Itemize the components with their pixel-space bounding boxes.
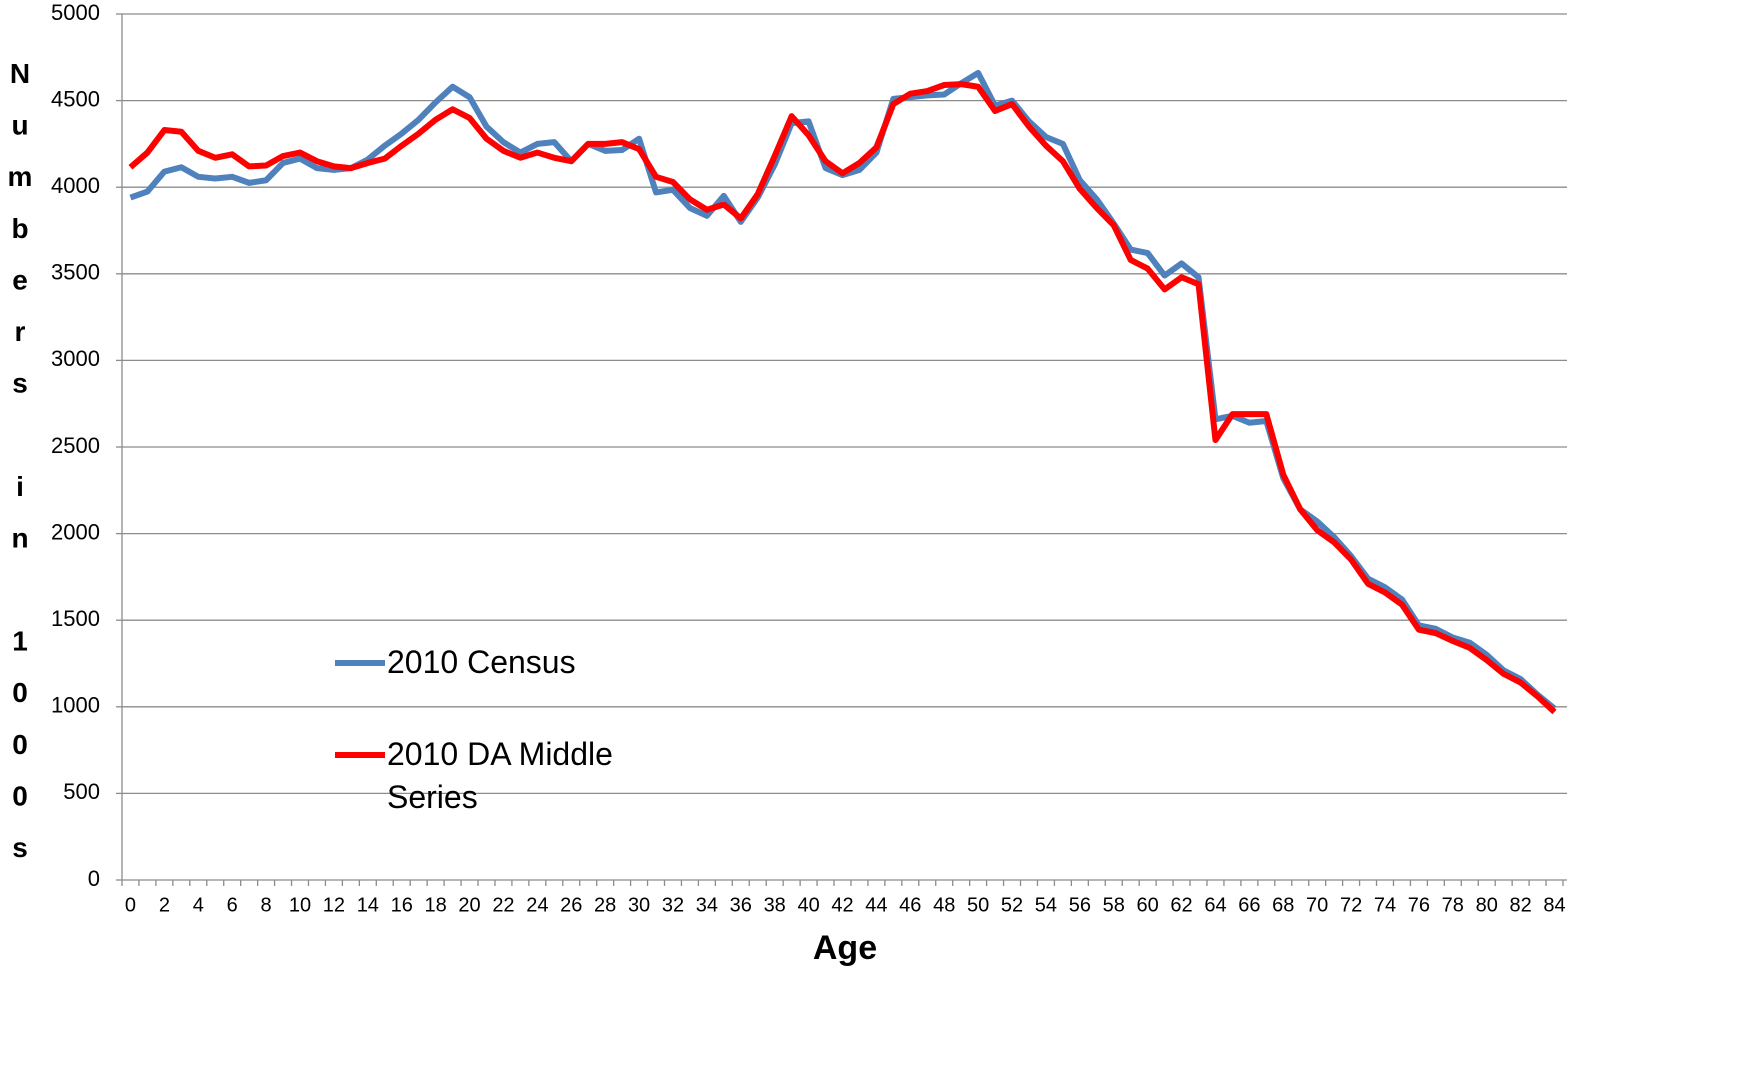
x-tick-label: 18 <box>425 894 447 916</box>
x-tick-label: 84 <box>1543 894 1565 916</box>
y-tick-label: 1000 <box>51 693 100 718</box>
x-tick-label: 28 <box>594 894 616 916</box>
y-axis-title: Numbers in 1000s <box>5 58 36 884</box>
x-tick-label: 0 <box>125 894 136 916</box>
x-tick-label: 10 <box>289 894 311 916</box>
y-tick-label: 3500 <box>51 260 100 285</box>
x-tick-label: 78 <box>1442 894 1464 916</box>
y-tick-label: 4000 <box>51 173 100 198</box>
x-tick-label: 56 <box>1069 894 1091 916</box>
x-tick-label: 68 <box>1272 894 1294 916</box>
x-tick-label: 8 <box>261 894 272 916</box>
x-tick-label: 46 <box>899 894 921 916</box>
x-tick-label: 42 <box>831 894 853 916</box>
x-axis-title: Age <box>813 929 877 967</box>
x-tick-label: 74 <box>1374 894 1396 916</box>
x-tick-label: 38 <box>764 894 786 916</box>
y-tick-label: 5000 <box>51 0 100 25</box>
x-tick-label: 62 <box>1170 894 1192 916</box>
x-tick-label: 20 <box>458 894 480 916</box>
series-line <box>128 81 1557 715</box>
x-tick-label: 36 <box>730 894 752 916</box>
x-tick-label: 70 <box>1306 894 1328 916</box>
legend-label: 2010 DA Middle Series <box>387 736 613 815</box>
y-tick-label: 0 <box>88 866 100 891</box>
x-tick-label: 16 <box>391 894 413 916</box>
x-tick-label: 24 <box>526 894 548 916</box>
x-tick-label: 12 <box>323 894 345 916</box>
x-tick-label: 32 <box>662 894 684 916</box>
x-tick-label: 34 <box>696 894 718 916</box>
x-tick-label: 72 <box>1340 894 1362 916</box>
x-tick-label: 40 <box>797 894 819 916</box>
x-tick-label: 66 <box>1238 894 1260 916</box>
x-tick-label: 22 <box>492 894 514 916</box>
x-tick-label: 80 <box>1476 894 1498 916</box>
x-tick-label: 14 <box>357 894 379 916</box>
x-tick-label: 58 <box>1103 894 1125 916</box>
x-tick-label: 64 <box>1204 894 1226 916</box>
x-tick-label: 60 <box>1137 894 1159 916</box>
y-tick-label: 2000 <box>51 519 100 544</box>
x-tick-label: 82 <box>1509 894 1531 916</box>
y-tick-label: 3000 <box>51 346 100 371</box>
x-tick-label: 52 <box>1001 894 1023 916</box>
x-tick-label: 48 <box>933 894 955 916</box>
x-tick-label: 2 <box>159 894 170 916</box>
x-tick-label: 76 <box>1408 894 1430 916</box>
x-tick-label: 44 <box>865 894 887 916</box>
x-tick-label: 26 <box>560 894 582 916</box>
x-tick-label: 54 <box>1035 894 1057 916</box>
x-tick-label: 50 <box>967 894 989 916</box>
y-tick-label: 500 <box>63 779 100 804</box>
legend-entry: 2010 DA Middle Series <box>387 736 613 815</box>
x-tick-label: 4 <box>193 894 204 916</box>
legend-entry: 2010 Census <box>387 644 576 680</box>
legend-label: 2010 Census <box>387 644 576 680</box>
y-tick-label: 2500 <box>51 433 100 458</box>
y-tick-label: 1500 <box>51 606 100 631</box>
x-tick-label: 6 <box>227 894 238 916</box>
x-tick-label: 30 <box>628 894 650 916</box>
y-tick-label: 4500 <box>51 86 100 111</box>
